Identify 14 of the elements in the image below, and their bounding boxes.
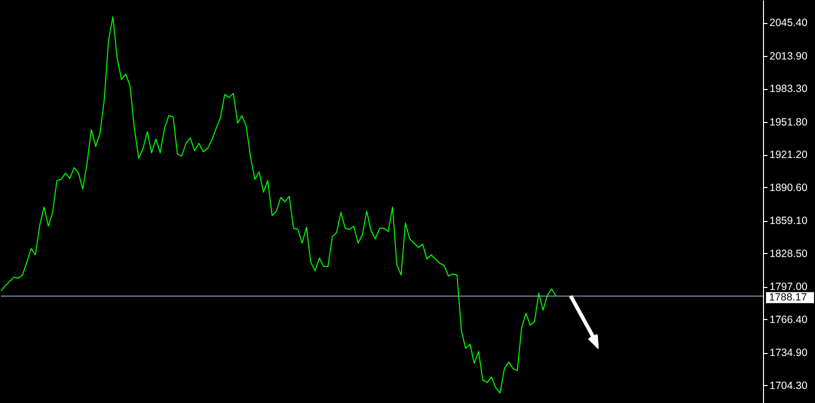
y-tick-label: 1983.30 [770,83,808,96]
y-tick-label: 1921.20 [770,149,808,162]
y-tick-label: 2013.90 [770,50,808,63]
y-tick-label: 1951.80 [770,116,808,129]
y-tick-label: 1890.60 [770,182,808,194]
line-series [0,16,556,394]
y-tick-label: 1859.10 [770,215,808,228]
y-tick-label: 1797.00 [770,281,808,294]
ref-line-label: 1788.17 [769,292,808,304]
y-tick-label: 1704.30 [770,380,808,392]
y-tick-label: 1734.90 [770,347,808,360]
y-tick-label: 1766.40 [770,314,808,326]
y-tick-label: 2045.40 [770,17,808,30]
y-tick-label: 1828.50 [770,248,808,260]
